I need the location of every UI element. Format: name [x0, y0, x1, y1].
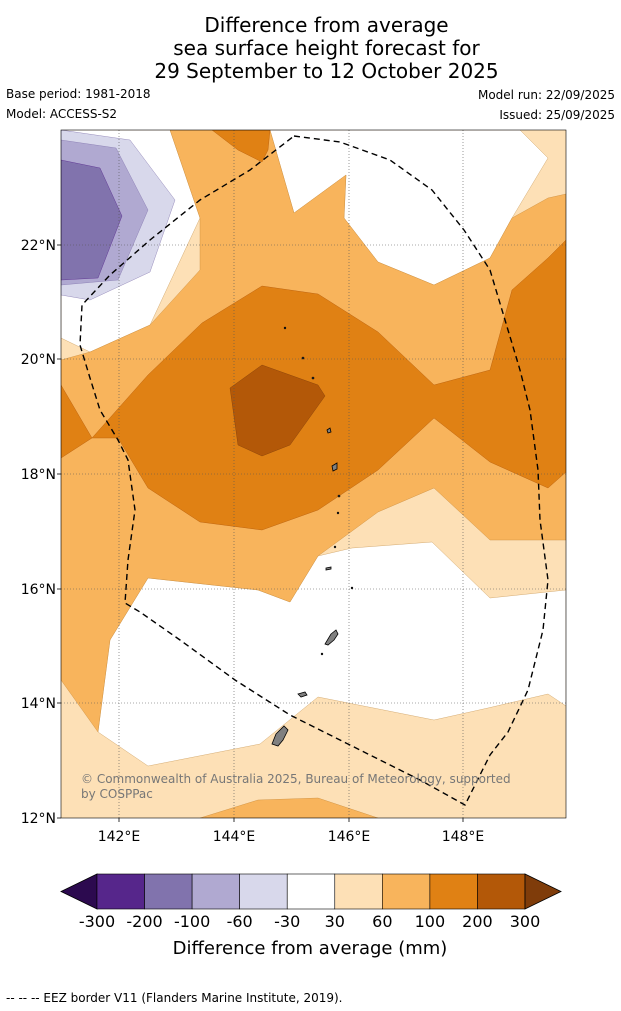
lon-tick-label: 142°E — [98, 829, 141, 845]
lat-tick-label: 20°N — [21, 352, 56, 368]
island-saipan — [324, 629, 339, 646]
colorbar-segment — [477, 873, 526, 910]
island-uracas — [283, 326, 287, 330]
colorbar-tick-label: -300 — [79, 912, 115, 931]
island-maug — [311, 376, 315, 380]
title-line-2: sea surface height forecast for — [173, 36, 480, 60]
colorbar-extend-low — [60, 873, 98, 910]
contour-60-100-south — [199, 797, 379, 818]
island-sarigan — [333, 545, 337, 549]
lat-tick-label: 22°N — [21, 238, 56, 254]
lat-tick-labels: 12°N 14°N 16°N 18°N 20°N 22°N — [21, 238, 56, 827]
lon-tick-label: 146°E — [328, 829, 371, 845]
colorbar-tick-label: 100 — [415, 912, 446, 931]
island-anatahan — [325, 566, 332, 571]
island-asuncion — [301, 356, 305, 360]
colorbar-title: Difference from average (mm) — [173, 938, 448, 959]
colorbar-tick-label: -200 — [126, 912, 162, 931]
island-alamagan — [337, 494, 341, 498]
island-rota — [297, 691, 308, 698]
island-aguijan — [320, 652, 324, 656]
colorbar-tick-label: -60 — [227, 912, 253, 931]
island-guguan — [336, 511, 340, 515]
island-guam — [271, 725, 289, 747]
island-farallon-medinilla — [350, 586, 354, 590]
model-name: Model: ACCESS-S2 — [6, 107, 118, 121]
lon-tick-labels: 142°E 144°E 146°E 148°E — [98, 829, 485, 845]
colorbar-extend-high — [524, 873, 562, 910]
lat-tick-label: 14°N — [21, 696, 56, 712]
contour-negative-100-200 — [61, 159, 123, 281]
colorbar-tick-label: 200 — [462, 912, 493, 931]
colorbar-tick-label: 60 — [372, 912, 392, 931]
contour-200-300 — [229, 364, 326, 457]
tick-marks — [57, 244, 464, 822]
lat-tick-label: 12°N — [21, 811, 56, 827]
colorbar-segment — [334, 873, 383, 910]
lon-tick-label: 144°E — [213, 829, 256, 845]
eez-legend-note: -- -- -- EEZ border V11 (Flanders Marine… — [6, 991, 343, 1005]
issued-date: Issued: 25/09/2025 — [499, 108, 615, 122]
colorbar-segment — [286, 873, 336, 910]
colorbar-segment — [191, 873, 240, 910]
title-line-3: 29 September to 12 October 2025 — [154, 59, 499, 83]
colorbar-tick-label: -100 — [174, 912, 210, 931]
colorbar: -300 -200 -100 -60 -30 30 60 100 200 300 — [60, 873, 562, 931]
colorbar-segment — [239, 873, 288, 910]
lon-tick-label: 148°E — [442, 829, 485, 845]
colorbar-segment — [382, 873, 431, 910]
colorbar-tick-label: -30 — [274, 912, 300, 931]
lat-tick-label: 18°N — [21, 467, 56, 483]
contour-100-200-north — [211, 130, 271, 163]
island-pagan — [331, 462, 338, 472]
colorbar-segment — [429, 873, 478, 910]
colorbar-segment — [96, 873, 145, 910]
islands — [271, 326, 354, 747]
copyright-note: © Commonwealth of Australia 2025, Bureau… — [81, 772, 511, 801]
colorbar-segment — [144, 873, 193, 910]
graticule — [61, 130, 566, 818]
lat-tick-label: 16°N — [21, 582, 56, 598]
colorbar-tick-label: 300 — [510, 912, 541, 931]
island-agrihan — [326, 427, 332, 434]
base-period: Base period: 1981-2018 — [6, 87, 151, 101]
anomaly-contours — [61, 130, 566, 818]
colorbar-tick-label: 30 — [325, 912, 345, 931]
title-line-1: Difference from average — [204, 13, 449, 37]
eez-border — [79, 135, 549, 806]
model-run-date: Model run: 22/09/2025 — [477, 88, 615, 102]
figure-title: Difference from average sea surface heig… — [0, 14, 621, 83]
